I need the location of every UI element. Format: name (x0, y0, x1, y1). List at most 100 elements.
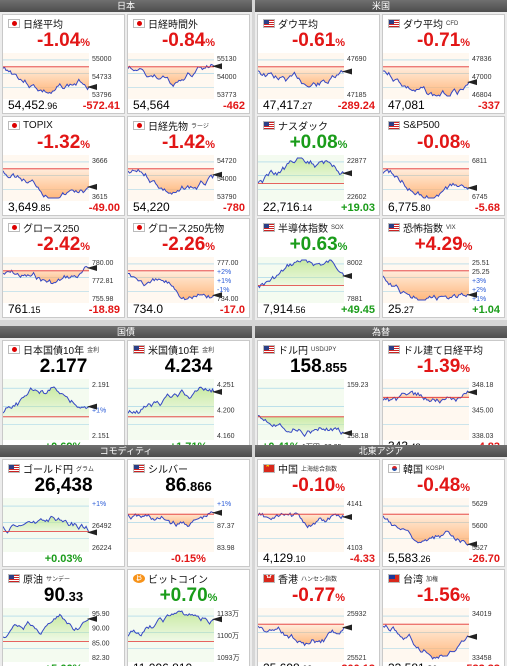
instrument-name: 日経先物 (148, 122, 188, 133)
price-decimal: .63 (300, 664, 313, 666)
percent-value: +4.29 (414, 234, 463, 255)
y-axis-label: 22602 (347, 194, 367, 201)
percent-change: +0.63% (258, 234, 379, 258)
market-card[interactable]: S&P500 -0.08% 6811 6745 6,775.80 -5.68 (382, 116, 505, 216)
price-integer: 54,220 (133, 200, 170, 214)
y-axis-label: 25.51 (472, 260, 490, 267)
y-axis-label: 4.160 (217, 433, 235, 440)
instrument-name: 原油 (23, 575, 43, 586)
section-header: 米国 (255, 0, 507, 12)
value-decimal: .855 (321, 360, 347, 375)
y-axis-label: +1% (217, 501, 231, 508)
market-card[interactable]: グロース250先物 -2.26% 777.00 +2% +1% -1% 734.00 734.… (127, 218, 250, 318)
y-axis-label: 4.251 (217, 382, 235, 389)
card-grid: 日経平均 -1.04% 55000 54733 53796 54,452.96 -572.4… (0, 12, 252, 320)
last-price: 25.27 (388, 302, 414, 316)
market-card[interactable]: 日経先物 ラージ -1.42% 54720 54000 53790 54,220 -780 (127, 116, 250, 216)
instrument-name: ドル建て日経平均 (403, 346, 483, 357)
price-integer: 3,649 (8, 200, 39, 214)
price-integer: 6,775 (388, 200, 419, 214)
market-card[interactable]: 半導体指数 SOX +0.63% 8002 7881 7,914.56 +49.45 (257, 218, 380, 318)
percent-change: +0.08% (258, 132, 379, 156)
instrument-name: 韓国 (403, 465, 423, 476)
card-title: グロース250先物 (133, 221, 224, 235)
card-title: 米国債10年 金利 (133, 343, 214, 357)
market-card[interactable]: ドル建て日経平均-1.39%348.18345.00338.03343.48-4… (382, 340, 505, 455)
current-value: 26,438 (3, 475, 124, 498)
jp-flag-icon (8, 345, 20, 354)
card-grid: ドル円USD/JPY158.855159.23158.18+0.41%1万円=6… (255, 338, 507, 457)
card-title: TOPIX (8, 119, 53, 132)
market-card[interactable]: 韓国 KOSPI -0.48% 5629 5600 5527 5,583.26 -26.70 (382, 459, 505, 567)
y-axis-label: 1100万 (217, 632, 239, 640)
market-card[interactable]: ドル円USD/JPY158.855159.23158.18+0.41%1万円=6… (257, 340, 380, 455)
percent-value: -1.32 (36, 132, 81, 153)
value-integer: 158 (289, 356, 322, 377)
percent-value: -0.48 (416, 475, 461, 496)
market-card[interactable]: ナスダック +0.08% 22877 22602 22,716.14 +19.03 (257, 116, 380, 216)
card-grid: ゴールド円 グラム 26,438 +1% 26492 26224 +0.03% シルバー 86.… (0, 457, 252, 666)
current-value: 2.177 (3, 356, 124, 379)
market-card[interactable]: ゴールド円 グラム 26,438 +1% 26492 26224 +0.03% (2, 459, 125, 567)
instrument-name: ビットコイン (148, 575, 208, 586)
card-title: 日経先物 ラージ (133, 119, 209, 133)
y-axis-label: 5629 (472, 501, 488, 508)
section-2: 国債日本国債10年金利2.1772.191+1%2.151+0.69%米国債10… (0, 326, 252, 457)
last-price: 6,775.80 (388, 200, 431, 214)
market-card[interactable]: ビットコイン+0.70%1133万1100万1093万11,096,810 (127, 569, 250, 666)
percent-unit: % (80, 139, 91, 151)
percent-change: +0.03% (44, 553, 83, 565)
market-card[interactable]: 日経平均 -1.04% 55000 54733 53796 54,452.96 -572.4… (2, 14, 125, 114)
market-card[interactable]: 恐怖指数 VIX +4.29% 25.51 25.25 +3% +2% +1% 25.27 +1.… (382, 218, 505, 318)
intraday-chart: 25.51 25.25 +3% +2% +1% (383, 257, 490, 303)
instrument-name: グロース250 (23, 224, 80, 235)
percent-change: -0.08% (383, 132, 504, 156)
point-change: -337 (477, 100, 500, 112)
price-decimal: .86 (425, 664, 438, 666)
market-card[interactable]: 日経時間外 -0.84% 55130 54000 53773 54,564 -462 (127, 14, 250, 114)
y-axis-label: 55130 (217, 56, 237, 63)
card-title: ナスダック (263, 119, 328, 133)
percent-value: -0.61 (291, 30, 336, 51)
market-card[interactable]: シルバー 86.866 +1% 87.37 83.98 -0.15% (127, 459, 250, 567)
intraday-chart: 777.00 +2% +1% -1% 734.00 (128, 257, 239, 303)
market-card[interactable]: TOPIX -1.32% 3666 3615 3,649.85 -49.00 (2, 116, 125, 216)
card-title: 原油 サンデー (8, 572, 70, 586)
market-card[interactable]: ダウ平均 CFD -0.71% 47836 47000 46804 47,081 -337 (382, 14, 505, 114)
point-change: -780 (222, 202, 245, 214)
y-axis-label: 25.25 (472, 269, 490, 276)
section-5: 北東アジア中国上海総合指数-0.10%414141034,129.10-4.33… (255, 445, 507, 666)
price-integer: 47,081 (388, 98, 425, 112)
market-card[interactable]: ダウ平均 -0.61% 47690 47185 47,417.27 -289.24 (257, 14, 380, 114)
jp-flag-icon (133, 19, 145, 28)
current-value: 90.33 (3, 585, 124, 608)
y-axis-label: 5527 (472, 545, 488, 552)
y-axis-label: 1093万 (217, 654, 240, 662)
card-title: 日経平均 (8, 17, 63, 31)
y-axis-label: -1% (217, 287, 229, 294)
price-decimal: .27 (401, 305, 414, 315)
instrument-name: ドル円 (278, 346, 308, 357)
card-title: ダウ平均 CFD (388, 17, 458, 31)
card-title: 韓国 KOSPI (388, 462, 444, 476)
y-axis-label: 780.00 (92, 260, 114, 267)
us-flag-icon (8, 574, 20, 583)
y-axis-label: 95.90 (92, 611, 110, 618)
instrument-name: S&P500 (403, 120, 440, 131)
card-grid: 日本国債10年金利2.1772.191+1%2.151+0.69%米国債10年金… (0, 338, 252, 457)
y-axis-label: 54720 (217, 158, 237, 165)
intraday-chart: 34019 33458 (383, 608, 492, 662)
last-price: 734.0 (133, 302, 163, 316)
price-integer: 54,564 (133, 98, 170, 112)
market-card[interactable]: グロース250 -2.42% 780.00 772.81 755.98 761.15 -18… (2, 218, 125, 318)
y-axis-label: 83.98 (217, 545, 235, 552)
y-axis-label: +1% (92, 501, 106, 508)
